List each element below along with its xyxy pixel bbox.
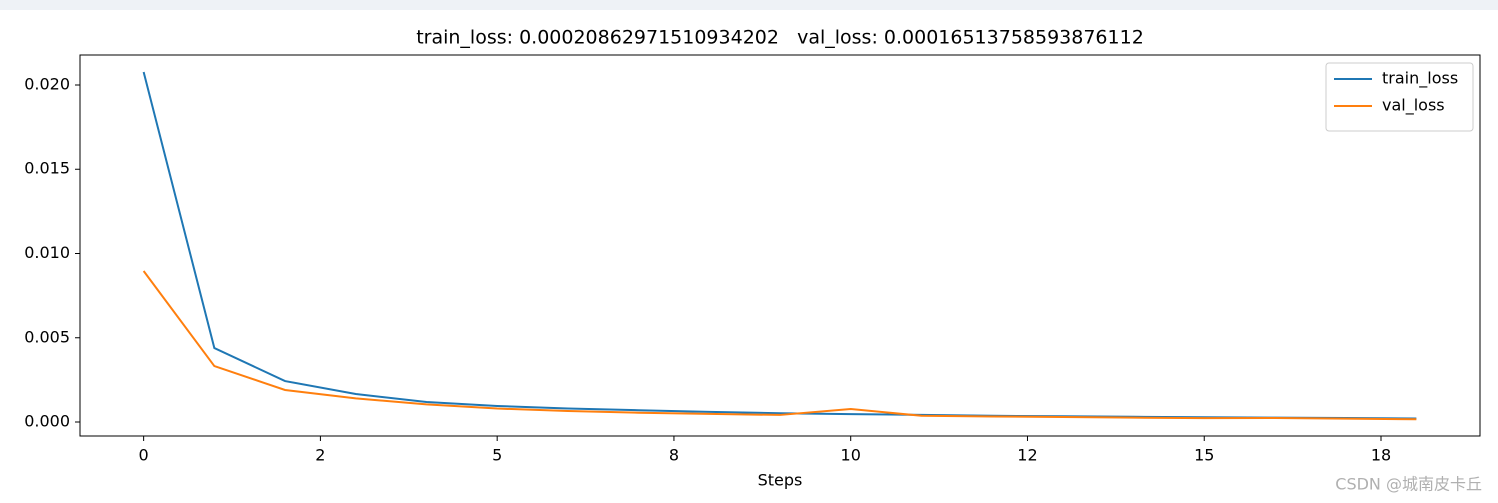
x-tick-label: 12	[1017, 446, 1037, 465]
x-axis-label: Steps	[758, 471, 803, 490]
y-tick-label: 0.000	[24, 412, 70, 431]
x-tick-label: 8	[669, 446, 679, 465]
x-tick-label: 18	[1371, 446, 1391, 465]
top-bar	[0, 0, 1498, 10]
y-tick-label: 0.015	[24, 159, 70, 178]
x-tick-label: 0	[139, 446, 149, 465]
y-tick-label: 0.020	[24, 74, 70, 93]
plot-frame	[79, 54, 1481, 437]
legend-label: train_loss	[1382, 69, 1458, 89]
x-tick-label: 10	[841, 446, 861, 465]
chart-title: train_loss: 0.00020862971510934202 val_l…	[416, 27, 1144, 49]
line-series	[142, 270, 1417, 421]
legend-label: val_loss	[1382, 96, 1445, 116]
watermark: CSDN @城南皮卡丘	[1335, 475, 1482, 494]
y-tick-label: 0.005	[24, 327, 70, 346]
x-tick-label: 15	[1194, 446, 1214, 465]
x-tick-label: 2	[315, 446, 325, 465]
line-series	[142, 71, 1417, 420]
x-tick-label: 5	[492, 446, 502, 465]
y-tick-label: 0.010	[24, 243, 70, 262]
